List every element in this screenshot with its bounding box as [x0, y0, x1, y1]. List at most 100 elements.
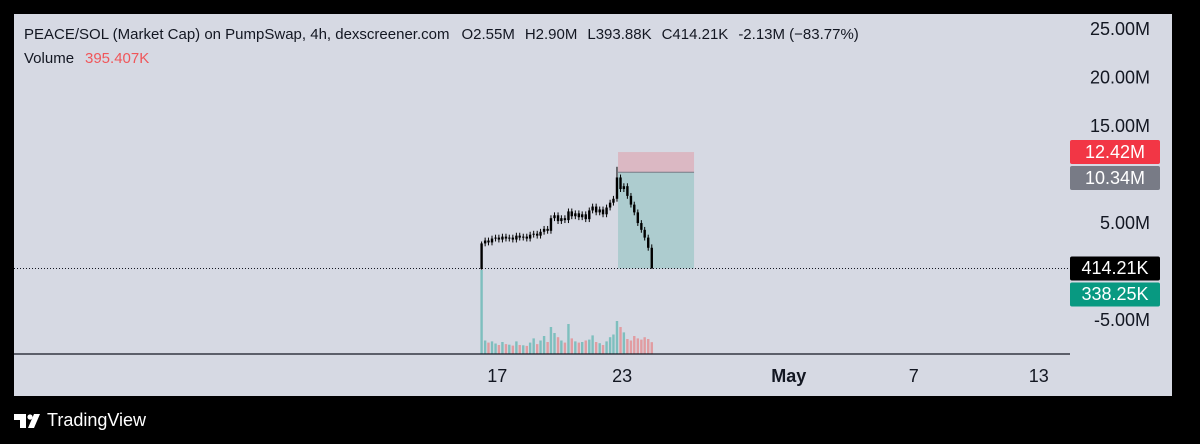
- x-tick-label: 23: [612, 366, 632, 386]
- volume-bar: [494, 343, 497, 354]
- candle-body: [518, 235, 521, 238]
- volume-bar: [525, 345, 528, 354]
- volume-bar: [483, 340, 487, 354]
- volume-bar: [584, 340, 587, 354]
- candle-body: [570, 211, 573, 217]
- volume-bar: [515, 341, 518, 354]
- volume-bar: [490, 341, 494, 354]
- target-zone: [618, 172, 695, 269]
- volume-bar: [536, 344, 539, 354]
- candle-body: [508, 237, 511, 239]
- ohlc-value: H2.90M: [525, 26, 578, 43]
- candle-body: [598, 209, 601, 213]
- volume-bar: [622, 332, 626, 354]
- price-label: 338.25K: [1081, 284, 1148, 304]
- ohlc-value: C414.21K: [662, 26, 729, 43]
- volume-bar: [640, 339, 643, 354]
- candle-body: [647, 237, 650, 248]
- price-label: 414.21K: [1081, 258, 1148, 278]
- volume-bar: [556, 337, 560, 354]
- candle-body: [490, 238, 494, 243]
- candle-body: [605, 207, 608, 215]
- volume-bar: [553, 333, 556, 354]
- candle-body: [553, 215, 556, 219]
- x-tick-label: 17: [487, 366, 507, 386]
- volume-bar: [580, 342, 584, 354]
- volume-bar: [518, 345, 521, 354]
- chart-title: PEACE/SOL (Market Cap) on PumpSwap, 4h, …: [24, 26, 449, 43]
- volume-bar: [588, 339, 591, 354]
- plot-area: [14, 152, 1070, 354]
- candle-body: [626, 186, 629, 196]
- candle-body: [633, 204, 636, 213]
- y-tick-label: -5.00M: [1094, 310, 1150, 330]
- stop-zone: [618, 152, 695, 173]
- candle-body: [511, 237, 515, 240]
- volume-bar: [532, 338, 535, 354]
- candle-body: [556, 215, 560, 222]
- volume-bar: [546, 342, 549, 354]
- candle-body: [549, 218, 553, 231]
- candle-body: [636, 212, 640, 224]
- volume-bar: [511, 345, 515, 354]
- candle-body: [577, 213, 581, 218]
- ohlc-value: L393.88K: [587, 26, 651, 43]
- candle-body: [594, 206, 598, 213]
- candle-body: [528, 234, 532, 239]
- change-value: -2.13M (−83.77%): [738, 26, 858, 43]
- volume-bar: [497, 345, 501, 354]
- volume-bar: [619, 327, 622, 354]
- volume-bar: [643, 337, 646, 354]
- volume-bar: [508, 344, 511, 354]
- candle-body: [504, 236, 508, 239]
- volume-bar: [591, 335, 594, 354]
- volume-bar: [633, 336, 636, 354]
- x-tick-label: May: [771, 366, 806, 386]
- candle-body: [532, 233, 535, 235]
- candle-body: [546, 228, 549, 231]
- volume-bar: [650, 342, 653, 354]
- candle-body: [622, 186, 626, 190]
- volume-bar: [487, 342, 490, 354]
- volume-bar: [563, 342, 567, 354]
- x-tick-label: 13: [1029, 366, 1049, 386]
- candle-body: [591, 206, 594, 211]
- candle-body: [615, 177, 619, 199]
- brand-name: TradingView: [47, 410, 147, 430]
- volume-bar: [626, 339, 629, 354]
- volume-bar: [567, 324, 570, 354]
- volume-bar: [542, 336, 546, 354]
- volume-bar: [504, 344, 508, 354]
- volume-bar: [574, 341, 577, 354]
- candle-body: [525, 236, 528, 239]
- candle-body: [542, 228, 546, 232]
- volume-bar: [549, 327, 553, 354]
- volume-bar: [629, 340, 633, 354]
- candle-body: [640, 223, 643, 230]
- candle-body: [497, 237, 501, 240]
- volume-bar: [615, 321, 619, 354]
- candle-body: [580, 214, 584, 218]
- candle-body: [536, 233, 539, 236]
- volume-bar: [522, 345, 525, 354]
- candle-body: [574, 213, 577, 217]
- volume-bar: [528, 342, 532, 354]
- x-tick-label: 7: [909, 366, 919, 386]
- candle-body: [501, 236, 504, 240]
- price-label: 12.42M: [1085, 142, 1145, 162]
- footer: [0, 396, 1200, 444]
- volume-bar: [605, 341, 608, 354]
- candle-body: [480, 243, 483, 270]
- volume-bar: [539, 340, 542, 354]
- candle-body: [629, 195, 633, 205]
- y-tick-label: 15.00M: [1090, 116, 1150, 136]
- volume-bar: [608, 337, 612, 354]
- candle-body: [563, 218, 567, 221]
- candle-body: [584, 214, 587, 220]
- volume-bar: [594, 342, 598, 354]
- volume-bar: [480, 270, 483, 354]
- volume-bar: [577, 342, 581, 354]
- ohlc-value: O2.55M: [461, 26, 514, 43]
- candle-body: [643, 229, 646, 238]
